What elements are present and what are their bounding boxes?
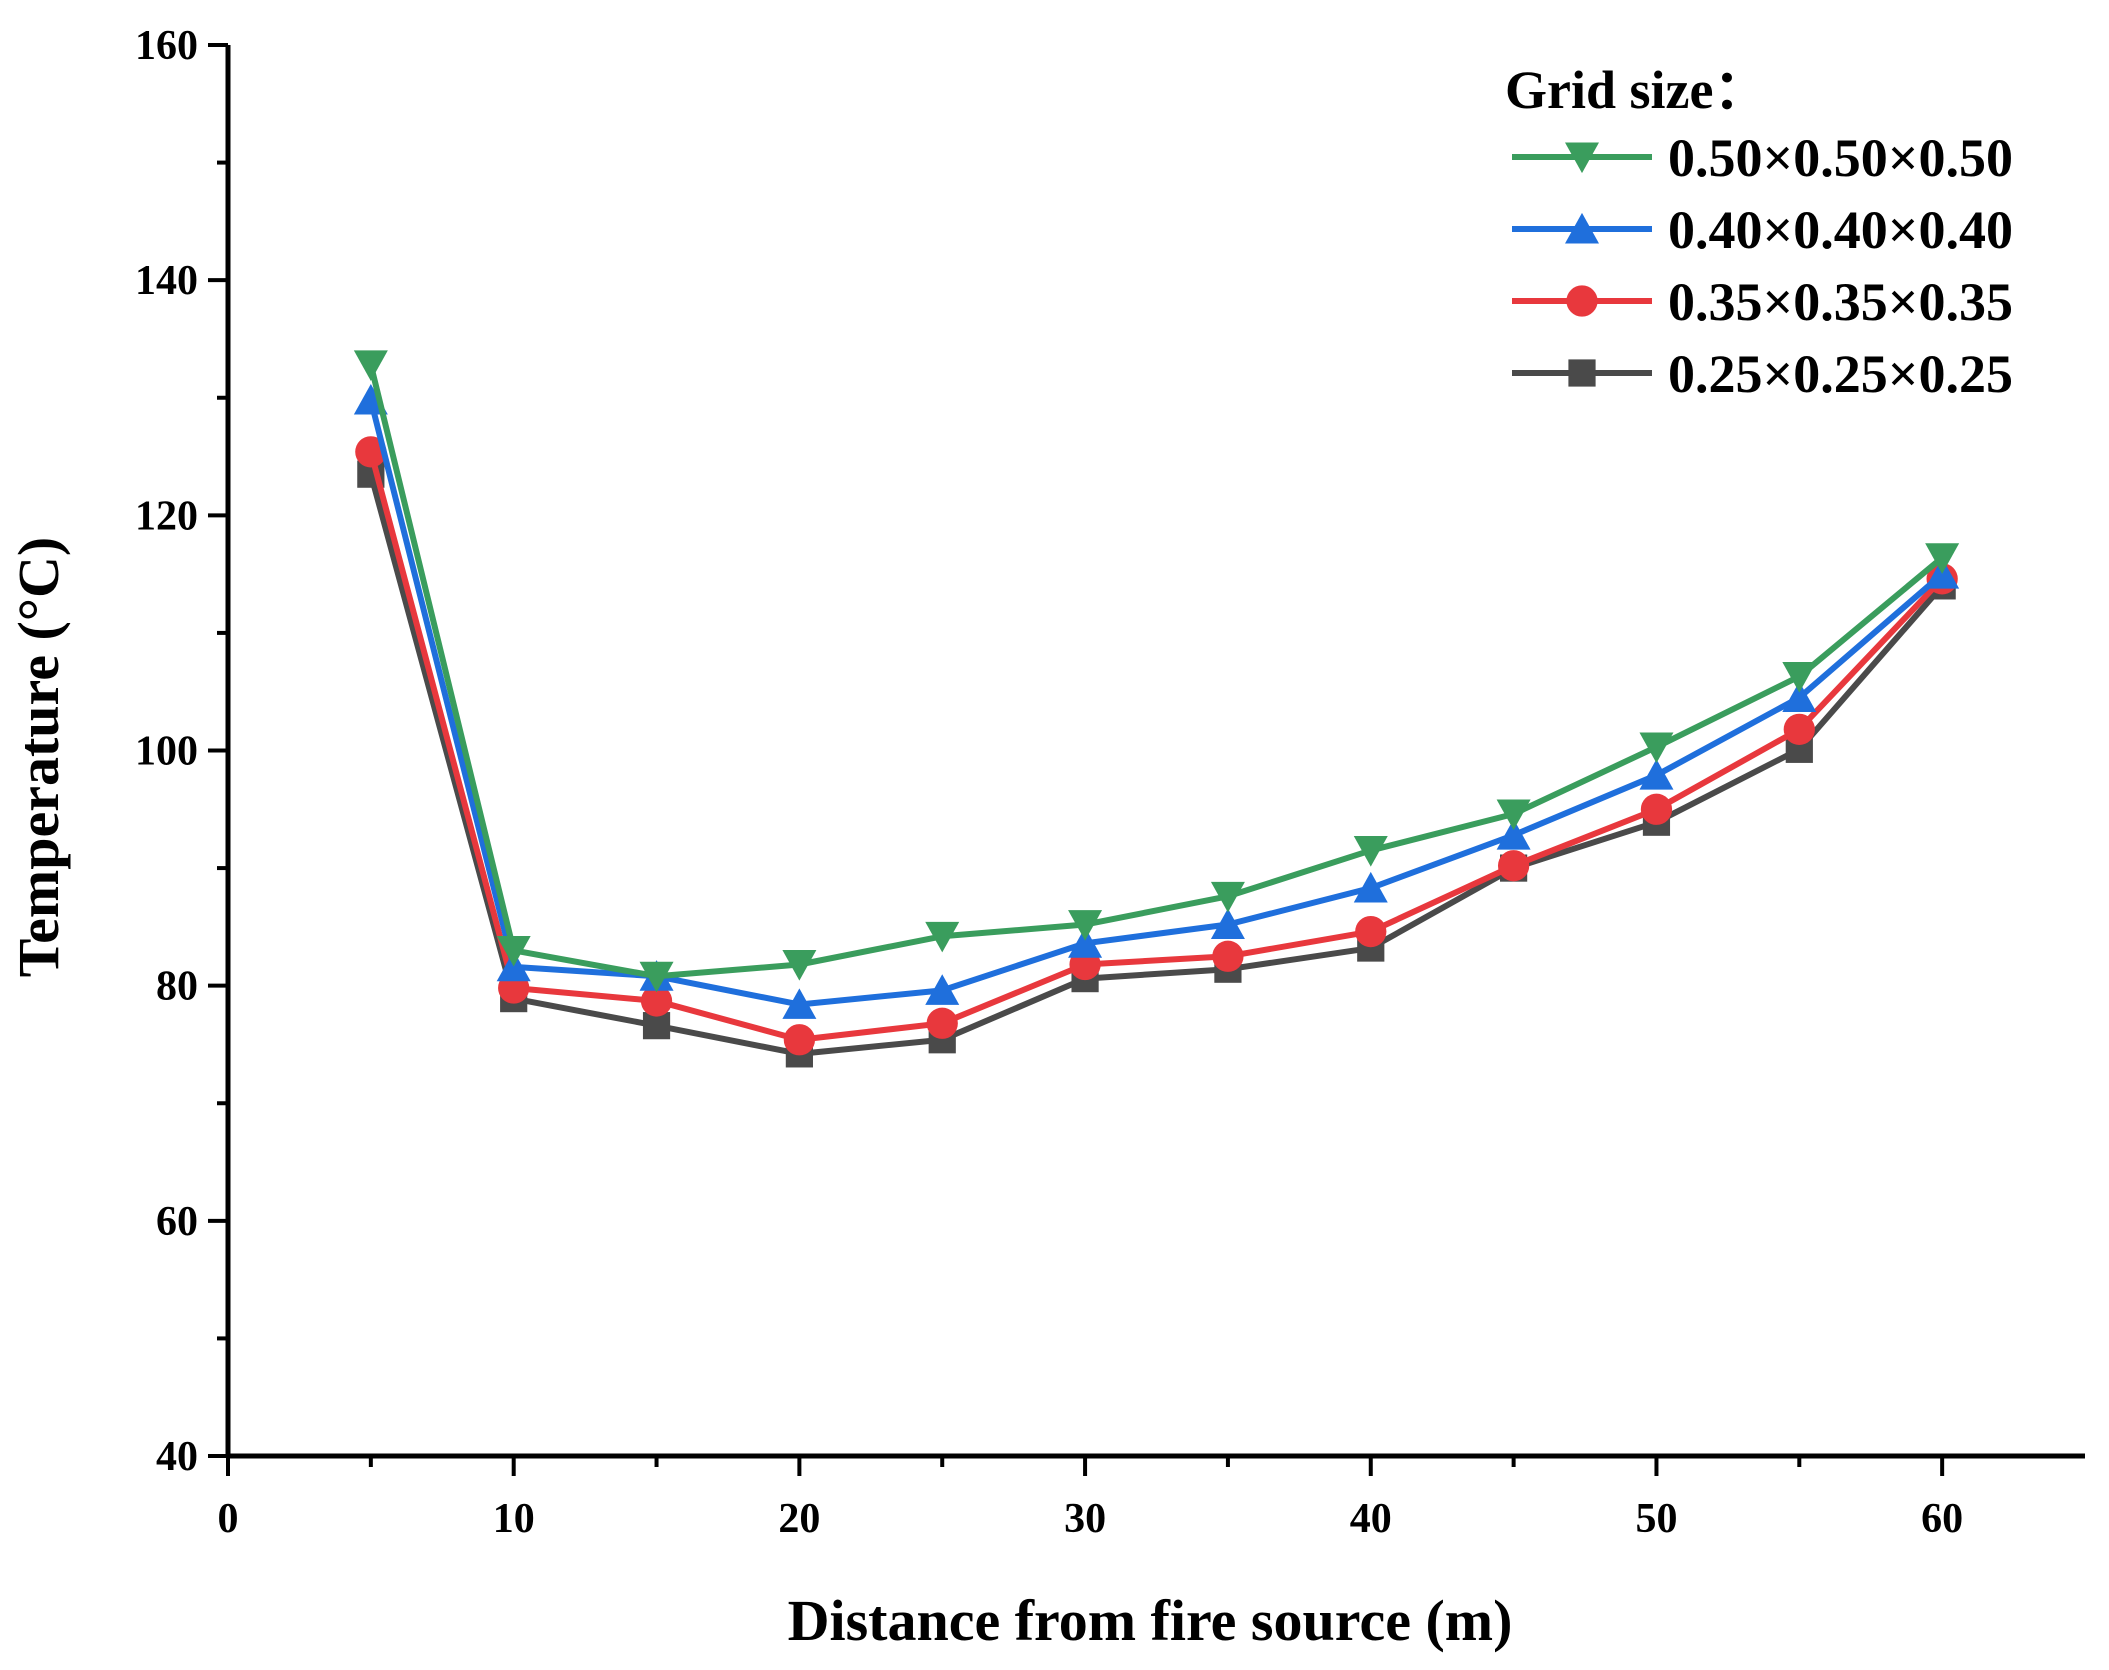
data-point <box>1353 871 1388 903</box>
legend-title: Grid size： <box>1505 60 1767 120</box>
y-tick-label: 100 <box>135 729 198 775</box>
x-axis-title: Distance from fire source (m) <box>788 1588 1513 1653</box>
data-point <box>640 985 673 1017</box>
data-point <box>1496 819 1531 850</box>
x-tick-label: 20 <box>778 1496 820 1542</box>
x-tick-label: 10 <box>493 1496 535 1542</box>
y-tick-label: 160 <box>135 23 198 69</box>
legend-marker <box>1565 212 1599 244</box>
y-tick-label: 40 <box>156 1434 198 1480</box>
data-point <box>1210 908 1245 939</box>
data-point <box>1496 799 1531 831</box>
data-point <box>1497 850 1530 882</box>
data-point <box>1068 927 1103 958</box>
series-1 <box>353 383 1960 1019</box>
legend-label: 0.40×0.40×0.40 <box>1668 200 2013 260</box>
series-2 <box>355 436 1958 1056</box>
legend: Grid size： 0.50×0.50×0.50 0.40×0.40×0.40 0.… <box>1505 60 2013 404</box>
data-point <box>353 350 388 381</box>
data-point <box>496 935 531 967</box>
x-tick-label: 60 <box>1921 1496 1963 1542</box>
y-axis-title: Temperature (°C) <box>6 537 71 977</box>
data-point <box>1782 661 1817 693</box>
legend-label: 0.35×0.35×0.35 <box>1668 272 2013 332</box>
data-point <box>783 1024 816 1056</box>
legend-item: 0.50×0.50×0.50 <box>1512 128 2013 188</box>
data-point <box>1925 543 1960 574</box>
legend-marker <box>1568 359 1596 387</box>
data-point <box>925 974 960 1005</box>
data-point <box>1353 835 1388 867</box>
data-point <box>1783 713 1815 745</box>
data-point <box>1355 915 1387 948</box>
series-line <box>367 473 1945 1057</box>
series-0 <box>353 350 1960 993</box>
data-point <box>1212 940 1244 972</box>
legend-marker <box>1565 142 1599 174</box>
y-tick-label: 120 <box>135 493 198 539</box>
legend-item: 0.40×0.40×0.40 <box>1512 200 2013 260</box>
data-point <box>1639 732 1674 764</box>
y-tick-label: 60 <box>156 1199 198 1245</box>
axes: 40 60 80 100 120 140 160 0 10 20 30 40 50 60 <box>135 23 2085 1542</box>
legend-label: 0.50×0.50×0.50 <box>1668 128 2013 188</box>
data-point <box>639 961 674 993</box>
x-tick-label: 0 <box>218 1496 239 1542</box>
data-point <box>355 436 387 468</box>
x-tick-label: 30 <box>1064 1496 1106 1542</box>
data-point <box>1640 793 1673 825</box>
series-line <box>367 451 1945 1043</box>
data-point <box>1210 881 1245 913</box>
data-point <box>1782 681 1817 713</box>
series-3 <box>357 460 1956 1068</box>
data-point <box>1068 910 1103 941</box>
y-tick-label: 140 <box>135 258 198 304</box>
legend-marker <box>1566 285 1598 317</box>
data-point <box>1639 759 1674 790</box>
x-tick-label: 40 <box>1350 1496 1392 1542</box>
series-line <box>367 364 1945 980</box>
y-tick-label: 80 <box>156 964 198 1010</box>
series-layer <box>353 350 1960 1068</box>
data-point <box>782 988 817 1019</box>
legend-item: 0.35×0.35×0.35 <box>1512 272 2013 332</box>
x-tick-label: 50 <box>1635 1496 1677 1542</box>
data-point <box>926 1007 958 1039</box>
data-point <box>925 921 960 953</box>
data-point <box>782 950 817 981</box>
legend-label: 0.25×0.25×0.25 <box>1668 344 2013 404</box>
series-line <box>367 399 1945 1008</box>
legend-item: 0.25×0.25×0.25 <box>1512 344 2013 404</box>
